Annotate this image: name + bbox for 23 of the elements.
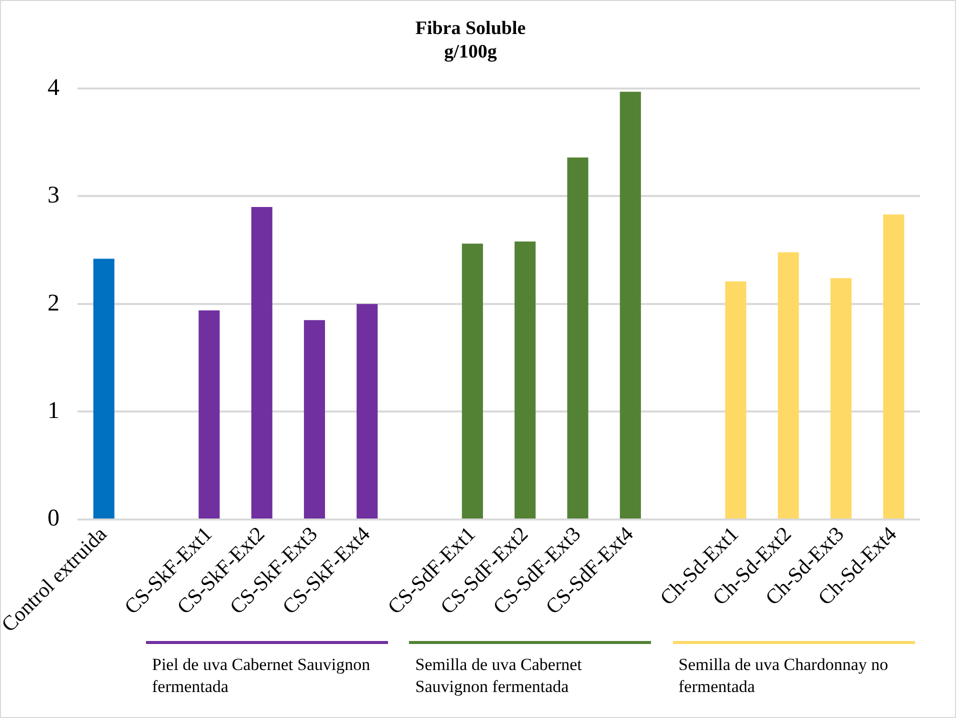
chart-subtitle: g/100g (444, 42, 498, 63)
chart-title: Fibra Soluble (415, 18, 526, 39)
y-tick-label: 2 (48, 290, 60, 316)
bar (356, 304, 378, 518)
bar (93, 258, 114, 518)
y-tick-label: 0 (48, 506, 60, 532)
bar (778, 252, 799, 518)
bar (883, 214, 904, 518)
bar (462, 244, 483, 518)
bar (514, 241, 536, 518)
y-tick-label: 3 (48, 182, 60, 209)
bar (304, 320, 326, 518)
text: Piel de uva Cabernet Sauvignon fermentada (146, 641, 388, 698)
text: Semilla de uva Cabernet Sauvignon fermentada (409, 641, 652, 698)
bar (620, 92, 641, 518)
y-tick-label: 1 (48, 398, 60, 424)
bar (198, 310, 220, 518)
y-tick-label: 4 (48, 74, 60, 101)
bar (725, 281, 746, 518)
bar (251, 207, 272, 518)
bar (830, 278, 852, 518)
bar (567, 157, 588, 518)
text: Semilla de uva Chardonnay no fermentada (672, 641, 915, 698)
